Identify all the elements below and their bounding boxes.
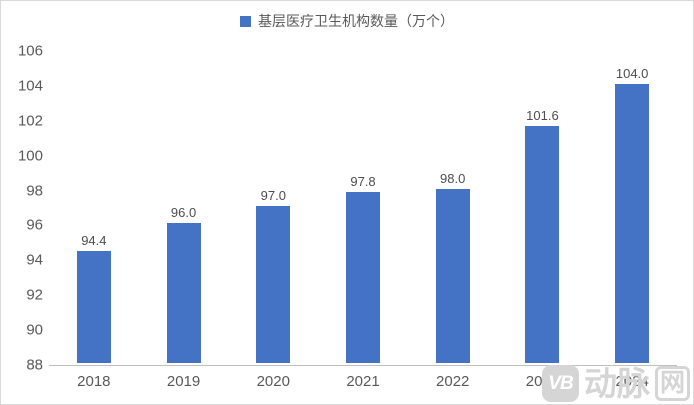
bar-2020 — [256, 206, 291, 363]
legend-marker-icon — [240, 15, 251, 27]
x-axis-tick-label-2021: 2021 — [346, 373, 380, 390]
data-label-2020: 97.0 — [260, 188, 286, 203]
data-label-2018: 94.4 — [81, 233, 107, 249]
x-axis-tick-label-2018: 2018 — [77, 373, 111, 390]
bar-2021 — [346, 192, 380, 363]
y-axis-tick-label: 104 — [17, 77, 43, 95]
y-axis-tick-label: 100 — [17, 147, 43, 165]
y-axis-tick-label: 98 — [26, 182, 43, 200]
data-label-2022: 98.0 — [440, 170, 466, 186]
y-axis-tick-label: 96 — [26, 216, 43, 234]
x-axis-tick-label-2022: 2022 — [436, 373, 470, 390]
x-axis-tick-label-2020: 2020 — [256, 373, 290, 390]
data-label-2023: 101.6 — [526, 107, 559, 123]
data-label-2024: 104.0 — [615, 65, 649, 81]
x-axis-line — [49, 365, 677, 366]
bar-2024 — [615, 83, 650, 363]
data-label-2021: 97.8 — [350, 174, 376, 190]
data-label-2019: 96.0 — [170, 205, 197, 221]
y-axis-tick-label: 90 — [26, 321, 43, 339]
chart-legend: 基层医疗卫生机构数量（万个） — [1, 14, 693, 28]
bar-2018 — [76, 251, 111, 363]
bar-2022 — [435, 188, 470, 363]
legend-label: 基层医疗卫生机构数量（万个） — [258, 13, 454, 29]
x-axis-tick-label-2023: 2023 — [525, 373, 560, 390]
y-axis-tick-label: 106 — [17, 42, 43, 60]
bar-2023 — [525, 125, 560, 363]
bar-2019 — [166, 223, 201, 363]
y-axis-tick-label: 88 — [26, 356, 43, 374]
x-axis-tick-label-2019: 2019 — [166, 373, 201, 390]
y-axis-tick-label: 102 — [17, 112, 43, 130]
y-axis-tick-label: 94 — [26, 251, 43, 269]
y-axis-tick-label: 92 — [26, 286, 43, 304]
x-axis-tick-label-2024: 2024 — [615, 373, 649, 390]
